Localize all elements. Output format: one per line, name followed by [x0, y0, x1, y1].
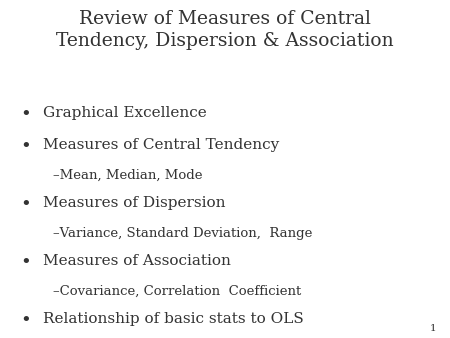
- Text: •: •: [20, 254, 31, 272]
- Text: •: •: [20, 312, 31, 330]
- Text: Graphical Excellence: Graphical Excellence: [43, 106, 207, 120]
- Text: Measures of Dispersion: Measures of Dispersion: [43, 196, 225, 210]
- Text: •: •: [20, 196, 31, 214]
- Text: Measures of Association: Measures of Association: [43, 254, 230, 268]
- Text: Relationship of basic stats to OLS: Relationship of basic stats to OLS: [43, 312, 303, 326]
- Text: –Covariance, Correlation  Coefficient: –Covariance, Correlation Coefficient: [53, 285, 302, 298]
- Text: •: •: [20, 138, 31, 155]
- Text: •: •: [20, 106, 31, 124]
- Text: –Mean, Median, Mode: –Mean, Median, Mode: [53, 169, 202, 182]
- Text: 1: 1: [430, 324, 436, 333]
- Text: Review of Measures of Central
Tendency, Dispersion & Association: Review of Measures of Central Tendency, …: [56, 10, 394, 50]
- Text: Measures of Central Tendency: Measures of Central Tendency: [43, 138, 279, 151]
- Text: –Variance, Standard Deviation,  Range: –Variance, Standard Deviation, Range: [53, 227, 312, 240]
